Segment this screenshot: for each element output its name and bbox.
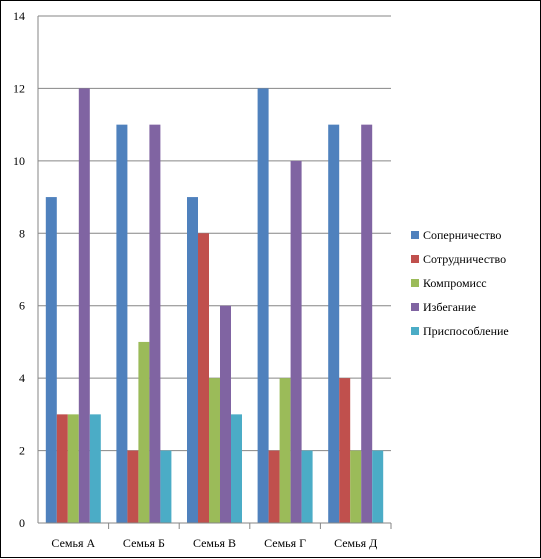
bar: [198, 233, 209, 523]
bar: [160, 451, 171, 523]
legend-swatch: [411, 231, 419, 239]
y-tick-label: 14: [13, 9, 25, 23]
bar: [372, 451, 383, 523]
x-tick-label: Семья Б: [123, 536, 165, 550]
legend: Соперничество Сотрудничество Компромисс Изб…: [411, 228, 509, 338]
legend-swatch: [411, 327, 419, 335]
bar: [220, 306, 231, 523]
legend-swatch: [411, 303, 419, 311]
legend-label: Компромисс: [423, 276, 487, 290]
bar: [339, 378, 350, 523]
bar: [328, 125, 339, 523]
legend-label: Соперничество: [423, 228, 501, 242]
bar: [127, 451, 138, 523]
bar: [79, 88, 90, 523]
bar: [46, 197, 57, 523]
bar: [361, 125, 372, 523]
bar: [350, 451, 361, 523]
bar: [116, 125, 127, 523]
bar: [138, 342, 149, 523]
y-tick-labels: 0 2 4 6 8 10 12 14: [13, 9, 25, 530]
legend-swatch: [411, 255, 419, 263]
bar: [209, 378, 220, 523]
x-tick-label: Семья А: [51, 536, 95, 550]
y-tick-label: 6: [19, 299, 25, 313]
y-tick-label: 12: [13, 81, 25, 95]
y-tick-label: 2: [19, 444, 25, 458]
x-tick-labels: Семья А Семья Б Семья В Семья Г Семья Д: [51, 536, 377, 550]
bar: [302, 451, 313, 523]
x-tick-label: Семья Г: [264, 536, 306, 550]
y-tick-label: 4: [19, 371, 25, 385]
bar: [291, 161, 302, 523]
bar: [231, 414, 242, 523]
y-tick-label: 10: [13, 154, 25, 168]
legend-label: Сотрудничество: [423, 252, 506, 266]
x-tick-label: Семья В: [193, 536, 236, 550]
y-tick-label: 8: [19, 226, 25, 240]
legend-label: Приспособление: [423, 324, 509, 338]
bar: [187, 197, 198, 523]
bar: [149, 125, 160, 523]
bar: [269, 451, 280, 523]
bar: [280, 378, 291, 523]
legend-label: Избегание: [423, 300, 476, 314]
y-tick-label: 0: [19, 516, 25, 530]
bar: [68, 414, 79, 523]
bar: [258, 88, 269, 523]
bar: [57, 414, 68, 523]
x-tick-label: Семья Д: [334, 536, 377, 550]
bar: [90, 414, 101, 523]
legend-swatch: [411, 279, 419, 287]
